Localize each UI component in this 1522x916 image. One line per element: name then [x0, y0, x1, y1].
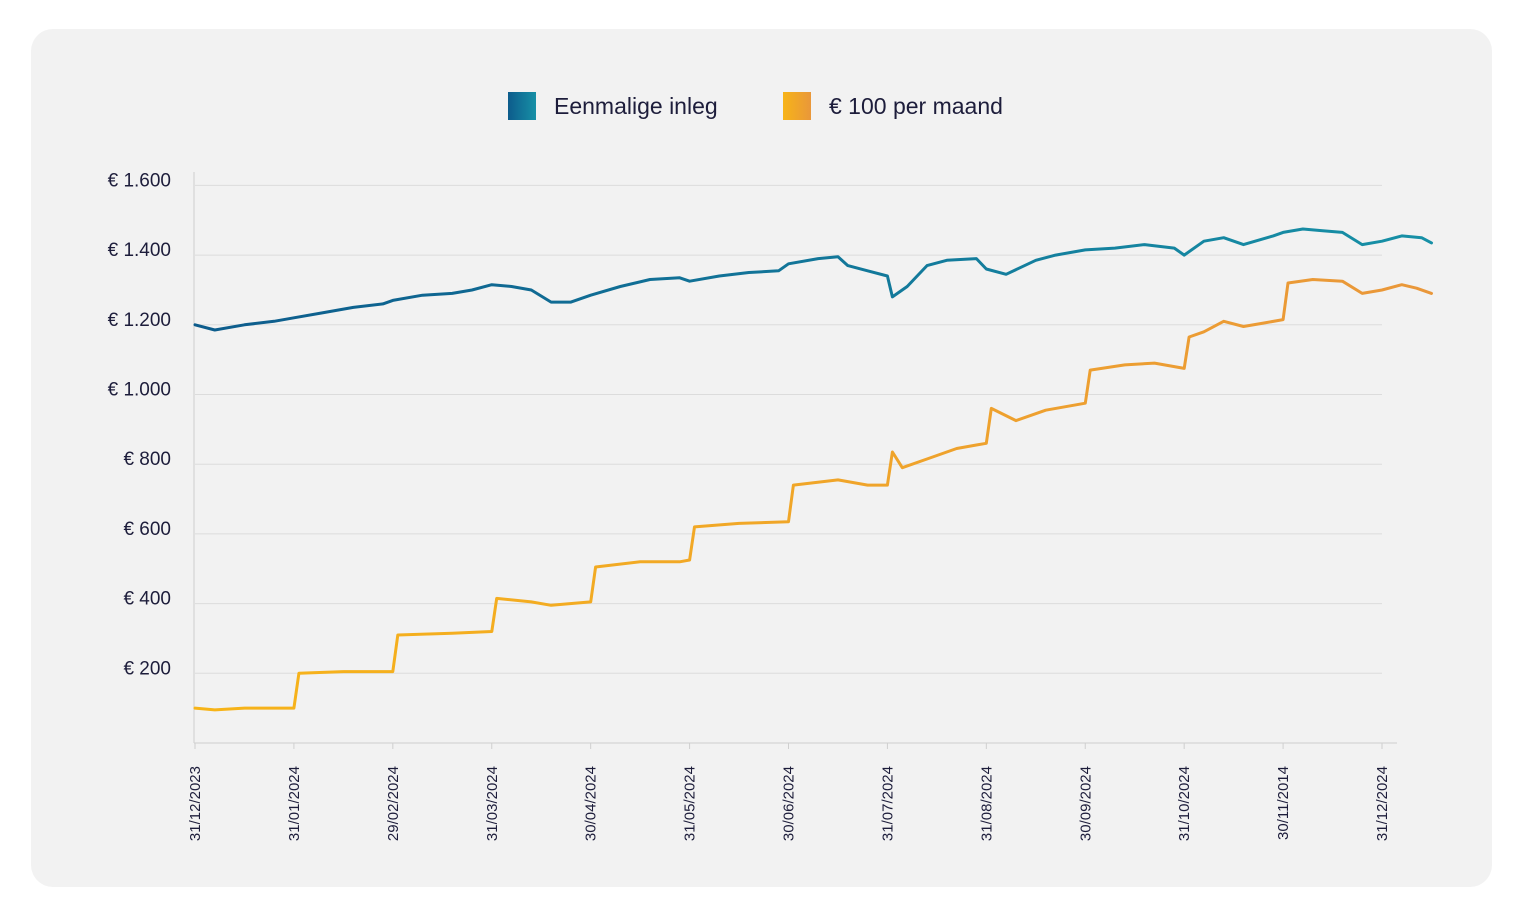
legend-swatch-maand — [783, 92, 811, 120]
y-tick-label: € 1.600 — [108, 170, 171, 191]
axes — [193, 172, 1397, 749]
y-tick-label: € 1.200 — [108, 310, 171, 331]
x-tick-label: 31/01/2024 — [286, 766, 303, 841]
x-tick-label: 31/05/2024 — [682, 766, 699, 841]
y-tick-label: € 1.000 — [108, 380, 171, 401]
y-tick-label: € 1.400 — [108, 240, 171, 261]
y-tick-label: € 200 — [123, 658, 171, 679]
x-tick-label: 30/11/2014 — [1275, 766, 1292, 840]
legend-swatch-eenmalige — [508, 92, 536, 120]
legend-label-maand: € 100 per maand — [829, 93, 1003, 119]
chart-card — [31, 29, 1492, 887]
legend-label-eenmalige: Eenmalige inleg — [554, 93, 718, 119]
gridlines — [195, 184, 1382, 674]
y-axis-ticks: € 200 € 400 € 600 € 800 € 1.000 € 1.200 € 1.40… — [108, 170, 171, 679]
x-tick-label: 29/02/2024 — [385, 766, 402, 841]
x-axis-ticks: 31/12/2023 31/01/2024 29/02/2024 31/03/2024… — [187, 766, 1391, 841]
x-tick-label: 30/04/2024 — [583, 766, 600, 841]
y-tick-label: € 800 — [123, 449, 171, 470]
x-tick-label: 31/03/2024 — [484, 766, 501, 841]
x-tick-label: 30/09/2024 — [1077, 766, 1094, 841]
series-line-0 — [193, 227, 1433, 332]
x-tick-label: 31/10/2024 — [1176, 766, 1193, 841]
y-tick-label: € 400 — [123, 589, 171, 610]
y-tick-label: € 600 — [123, 519, 171, 540]
x-tick-label: 31/12/2024 — [1374, 766, 1391, 841]
series-line-1 — [193, 278, 1433, 712]
x-tick-label: 31/12/2023 — [187, 766, 204, 841]
series-lines — [193, 227, 1433, 712]
x-tick-label: 31/07/2024 — [879, 766, 896, 841]
x-tick-label: 30/06/2024 — [781, 766, 798, 841]
x-tick-label: 31/08/2024 — [978, 766, 995, 841]
legend: Eenmalige inleg € 100 per maand — [508, 92, 1003, 120]
